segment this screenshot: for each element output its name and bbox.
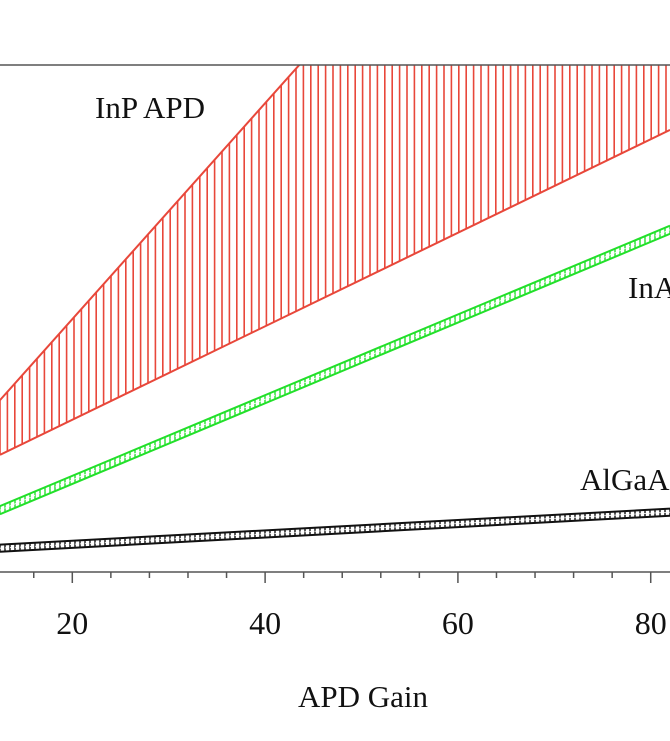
band-center-line [0,511,670,549]
band-center-line [0,229,670,511]
x-tick-label-80: 80 [635,605,667,641]
x-tick-label-40: 40 [249,605,281,641]
inp-apd-label: InP APD [95,90,205,125]
band-upper-edge [0,224,670,508]
x-axis-label: APD Gain [298,679,429,714]
series-inalas-apd [0,224,670,516]
band-upper-edge [0,507,670,546]
band-upper-edge [0,65,301,401]
algaas-apd-label: AlGaA [580,462,670,497]
band-lower-edge [0,232,670,516]
x-tick-label-60: 60 [442,605,474,641]
inalas-apd-label: InA [628,270,670,305]
x-tick-label-20: 20 [56,605,88,641]
band-lower-edge [0,514,670,553]
x-axis-ticks [32,572,652,583]
series-algaas-apd [0,507,670,553]
series-layer [0,65,670,553]
band-lower-edge [0,128,670,456]
series-inp-apd [0,65,670,456]
